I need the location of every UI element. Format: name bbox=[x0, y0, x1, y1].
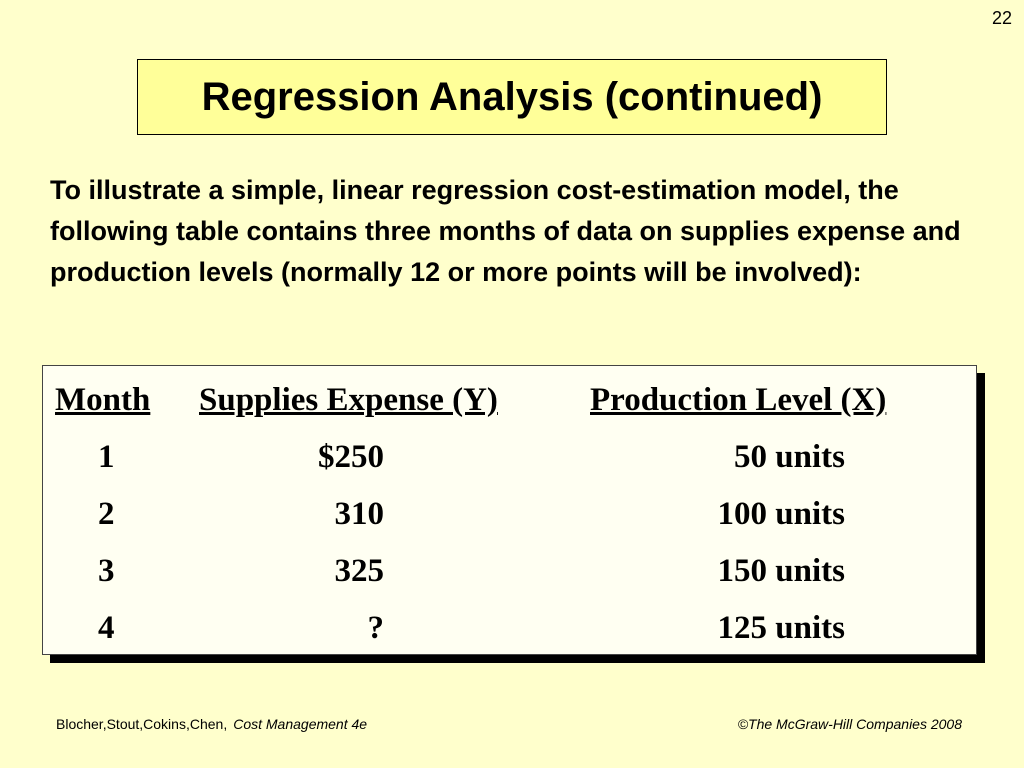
cell-month: 1 bbox=[98, 439, 115, 475]
cell-month: 4 bbox=[98, 610, 115, 646]
cell-expense: 325 bbox=[334, 553, 385, 589]
cell-production: 125 units bbox=[717, 610, 845, 646]
footer-book-title: Cost Management 4e bbox=[233, 716, 368, 732]
title-box: Regression Analysis (continued) bbox=[137, 59, 887, 135]
footer-authors: Blocher,Stout,Cokins,Chen, bbox=[56, 716, 228, 732]
slide-title: Regression Analysis (continued) bbox=[201, 74, 823, 119]
cell-expense: ? bbox=[367, 610, 385, 646]
cell-month: 2 bbox=[98, 496, 115, 532]
page-number: 22 bbox=[991, 8, 1012, 28]
cell-expense: 310 bbox=[334, 496, 385, 532]
header-month: Month bbox=[55, 382, 151, 418]
footer-citation: Blocher,Stout,Cokins,Chen, Cost Managemen… bbox=[56, 716, 367, 732]
cell-production: 150 units bbox=[717, 553, 845, 589]
header-production-level: Production Level (X) bbox=[590, 382, 887, 418]
intro-paragraph: To illustrate a simple, linear regressio… bbox=[50, 175, 961, 287]
cell-production: 100 units bbox=[717, 496, 845, 532]
cell-month: 3 bbox=[98, 553, 115, 589]
data-table: Month Supplies Expense (Y) Production Le… bbox=[42, 365, 977, 655]
cell-expense: $250 bbox=[318, 439, 384, 475]
header-supplies-expense: Supplies Expense (Y) bbox=[199, 382, 498, 418]
footer-copyright: ©The McGraw-Hill Companies 2008 bbox=[737, 716, 962, 732]
cell-production: 50 units bbox=[734, 439, 845, 475]
